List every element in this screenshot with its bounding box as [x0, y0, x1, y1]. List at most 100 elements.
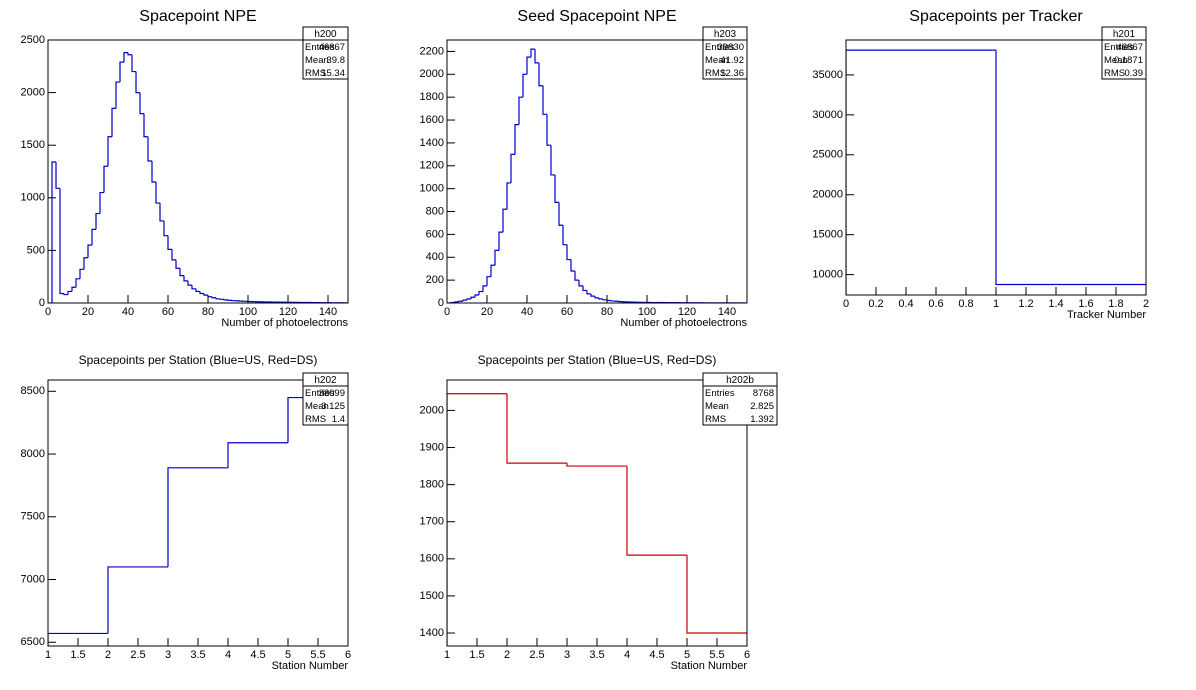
x-tick-label: 3.5 — [589, 649, 604, 661]
x-tick-label: 20 — [82, 306, 94, 318]
frame — [446, 39, 748, 304]
histogram-bin — [454, 301, 459, 303]
histogram-bin — [151, 160, 156, 183]
x-tick-label: 1.8 — [1108, 298, 1123, 310]
y-tick-label: 800 — [426, 205, 444, 217]
x-tick-label: 3 — [564, 649, 570, 661]
histogram-bin — [566, 244, 571, 261]
stats-key: Entries — [705, 388, 735, 399]
x-tick-label: 80 — [601, 306, 613, 318]
x-tick-label: 1 — [45, 649, 51, 661]
stats-key: Entries — [305, 42, 335, 53]
histogram-bin — [115, 81, 120, 109]
histogram-bin — [470, 296, 475, 299]
chart-title: Spacepoints per Station (Blue=US, Red=DS… — [478, 353, 717, 367]
x-tick-label: 1.5 — [70, 649, 85, 661]
x-tick-label: 20 — [481, 306, 493, 318]
stats-name: h200 — [314, 29, 337, 40]
plot-area — [447, 48, 747, 303]
stats-key: Mean — [305, 55, 329, 66]
x-tick-label: 0 — [444, 306, 450, 318]
x-axis-label: Station Number — [671, 660, 748, 672]
histogram-bin — [103, 165, 108, 193]
histogram-bin — [447, 393, 507, 646]
x-tick-label: 2 — [1143, 298, 1149, 310]
x-tick-label: 6 — [744, 649, 750, 661]
stats-key: RMS — [305, 68, 326, 79]
histogram-bin — [171, 249, 176, 261]
x-tick-label: 4.5 — [250, 649, 265, 661]
histogram-bin — [175, 259, 180, 269]
histogram-bin — [223, 299, 228, 301]
x-tick-label: 0.4 — [898, 298, 913, 310]
stats-value: 1.392 — [750, 414, 774, 425]
histogram-bin — [522, 73, 527, 98]
histogram-bin — [578, 280, 583, 287]
histogram-bin — [71, 286, 76, 292]
y-tick-label: 500 — [27, 244, 45, 256]
stats-box — [302, 26, 349, 80]
x-tick-label: 60 — [162, 306, 174, 318]
histogram-bin — [135, 71, 140, 94]
y-tick-label: 1400 — [420, 627, 444, 639]
x-tick-label: 5 — [285, 649, 291, 661]
histogram-bin — [167, 235, 172, 250]
y-tick-label: 0 — [39, 297, 45, 309]
histogram-bin — [518, 96, 523, 125]
histogram-bin — [458, 300, 463, 302]
y-tick-label: 35000 — [812, 69, 843, 81]
plot-area — [447, 393, 747, 646]
stats-name: h201 — [1113, 29, 1136, 40]
histogram-bin — [131, 54, 136, 73]
stats-value: 3.125 — [321, 401, 345, 412]
histogram-bin — [139, 92, 144, 115]
histogram-bin — [570, 259, 575, 272]
x-tick-label: 140 — [718, 306, 736, 318]
histogram-bin — [558, 202, 563, 226]
histogram-bin — [602, 298, 607, 301]
histogram-bin — [227, 442, 288, 468]
chart-title: Spacepoint NPE — [139, 8, 256, 25]
histogram-bin — [506, 393, 567, 464]
x-tick-label: 1.4 — [1048, 298, 1063, 310]
histogram-bin — [199, 291, 204, 295]
y-tick-label: 2200 — [420, 45, 444, 57]
histogram-bin — [48, 632, 108, 646]
y-tick-label: 1600 — [420, 553, 444, 565]
y-tick-label: 15000 — [812, 229, 843, 241]
histogram-bin — [562, 225, 567, 246]
x-tick-label: 120 — [279, 306, 297, 318]
histogram-bin — [203, 293, 208, 296]
histogram-bin — [538, 62, 543, 87]
y-tick-label: 7000 — [21, 573, 45, 585]
y-tick-label: 2000 — [420, 404, 444, 416]
histogram-bin — [107, 136, 112, 167]
stats-value: 38099 — [319, 388, 345, 399]
stats-key: Entries — [305, 388, 335, 399]
histogram-bin — [91, 228, 96, 246]
histogram-bin — [143, 113, 148, 138]
stats-value: 2.825 — [750, 401, 774, 412]
histogram-bin — [219, 298, 224, 300]
y-tick-label: 1500 — [21, 139, 45, 151]
stats-key: Mean — [305, 401, 329, 412]
histogram-bin — [55, 162, 60, 189]
stats-value: 46867 — [1117, 42, 1143, 53]
histogram-bin — [67, 290, 72, 295]
y-tick-label: 0 — [438, 297, 444, 309]
stats-name: h202b — [726, 375, 754, 386]
histogram-bin — [211, 296, 216, 299]
x-tick-label: 0.2 — [868, 298, 883, 310]
x-tick-label: 60 — [561, 306, 573, 318]
x-tick-label: 3.5 — [190, 649, 205, 661]
histogram-bin — [462, 299, 467, 302]
histogram-bin — [514, 124, 519, 155]
frame — [47, 39, 349, 304]
histogram-bin — [83, 257, 88, 270]
stats-value: 8768 — [753, 388, 774, 399]
y-tick-label: 1200 — [420, 160, 444, 172]
x-axis-label: Tracker Number — [1067, 309, 1146, 321]
x-tick-label: 140 — [319, 306, 337, 318]
stats-value: 39830 — [718, 42, 744, 53]
